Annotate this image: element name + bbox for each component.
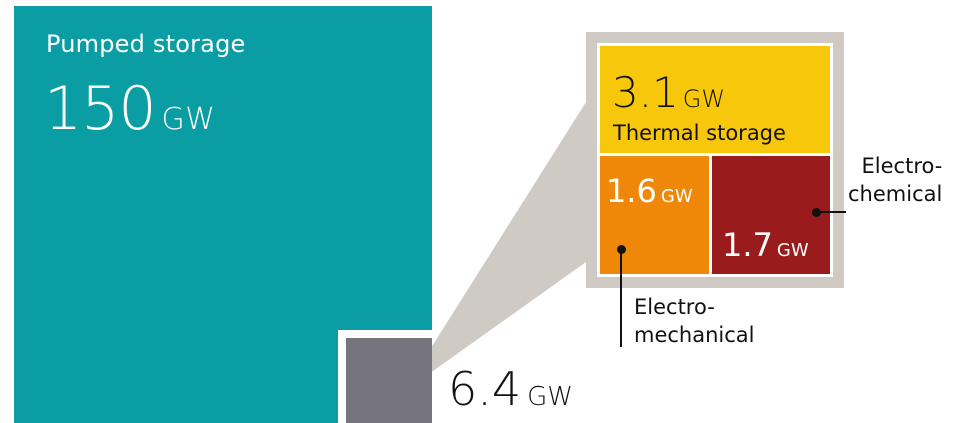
- electro-chemical-label-line1: Electro-: [861, 154, 943, 178]
- electro-mechanical-value: 1.6 GW: [606, 172, 693, 210]
- pumped-storage-value: 150 GW: [44, 74, 215, 144]
- electro-mechanical-annotation: Electro- mechanical: [634, 293, 755, 349]
- pumped-storage-number: 150: [44, 74, 157, 144]
- electro-mechanical-unit: GW: [660, 186, 693, 207]
- electro-chemical-dot: [812, 208, 821, 217]
- electro-mechanical-label-line1: Electro-: [634, 295, 715, 319]
- other-storage-number: 6.4: [448, 362, 522, 416]
- electro-mechanical-number: 1.6: [606, 172, 657, 210]
- pumped-storage-unit: GW: [161, 102, 216, 137]
- other-storage-unit: GW: [527, 382, 574, 412]
- thermal-storage-value: 3.1 GW: [612, 68, 725, 117]
- thermal-storage-label: Thermal storage: [613, 121, 786, 145]
- callout-wedge-shape: [412, 102, 586, 386]
- pumped-storage-label: Pumped storage: [46, 30, 246, 58]
- thermal-storage-block: [600, 46, 830, 153]
- electro-chemical-value: 1.7 GW: [722, 226, 809, 264]
- thermal-storage-unit: GW: [682, 85, 726, 113]
- electro-chemical-unit: GW: [776, 240, 809, 261]
- other-storage-value: 6.4 GW: [448, 362, 573, 416]
- other-storage-block: [346, 338, 432, 423]
- electro-chemical-annotation: Electro- chemical: [848, 152, 942, 208]
- electro-chemical-number: 1.7: [722, 226, 773, 264]
- electro-chemical-label-line2: chemical: [848, 182, 943, 206]
- electro-mechanical-block: [600, 156, 709, 274]
- electro-chemical-block: [712, 156, 830, 274]
- thermal-storage-number: 3.1: [612, 68, 679, 117]
- electro-mechanical-label-line2: mechanical: [634, 323, 755, 347]
- electro-mechanical-dot: [617, 245, 626, 254]
